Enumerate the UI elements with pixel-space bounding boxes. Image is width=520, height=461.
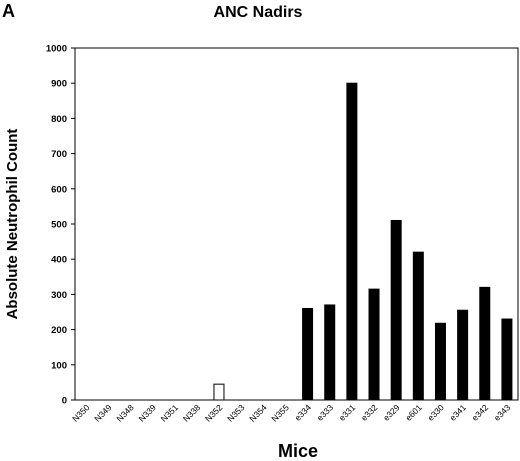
x-tick-label: e601: [403, 402, 424, 423]
y-tick-label: 0: [62, 396, 67, 407]
y-axis-label: Absolute Neutrophil Count: [4, 129, 21, 320]
x-tick-label: e334: [293, 402, 314, 423]
x-tick-label: N350: [70, 402, 92, 424]
plot-frame: [74, 47, 519, 401]
bar-e333: [324, 304, 336, 401]
y-tick-label: 400: [51, 255, 67, 266]
x-tick-label: e333: [315, 402, 336, 423]
bars: [213, 82, 513, 401]
x-tick-label: N355: [269, 402, 291, 424]
y-tick-label: 300: [51, 290, 67, 301]
chart-title: ANC Nadirs: [214, 4, 303, 21]
bar-e341: [457, 309, 469, 401]
y-tick-label: 200: [51, 325, 67, 336]
y-tick-label: 100: [51, 360, 67, 371]
x-tick-label: N349: [92, 402, 114, 424]
x-tick-label: N348: [114, 402, 136, 424]
bar-e330: [434, 322, 446, 401]
x-tick-label: N338: [181, 402, 203, 424]
x-tick-label: e332: [359, 402, 380, 423]
bar-N352: [213, 383, 225, 401]
y-tick-label: 700: [51, 149, 67, 160]
y-tick-label: 900: [51, 79, 67, 90]
y-axis: 0 100 200 300 400 500 600 700 800 900 1000: [46, 44, 75, 407]
x-tick-label: e329: [381, 402, 402, 423]
x-tick-label: e343: [492, 402, 513, 423]
bar-e329: [390, 219, 402, 401]
x-tick-label: e330: [425, 402, 446, 423]
bar-e343: [501, 318, 513, 401]
y-tick-label: 1000: [46, 44, 67, 55]
x-tick-label: N351: [159, 402, 181, 424]
bar-e332: [368, 288, 380, 401]
x-tick-label: N353: [225, 402, 247, 424]
bar-e334: [302, 307, 314, 401]
bar-e342: [479, 286, 491, 401]
x-tick-label: N339: [136, 402, 158, 424]
y-tick-label: 500: [51, 220, 67, 231]
x-axis: N350 N349 N348 N339 N351 N338 N352 N353 N354 N355…: [70, 402, 512, 424]
y-tick-label: 600: [51, 184, 67, 195]
panel-letter: A: [2, 1, 15, 21]
x-tick-label: e342: [470, 402, 491, 423]
x-axis-label: Mice: [278, 441, 318, 461]
x-tick-label: e331: [337, 402, 358, 423]
bar-e601: [412, 251, 424, 401]
bar-e331: [346, 82, 358, 401]
x-tick-label: N354: [247, 402, 269, 424]
y-tick-label: 800: [51, 114, 67, 125]
x-tick-label: N352: [203, 402, 225, 424]
x-tick-label: e341: [448, 402, 469, 423]
